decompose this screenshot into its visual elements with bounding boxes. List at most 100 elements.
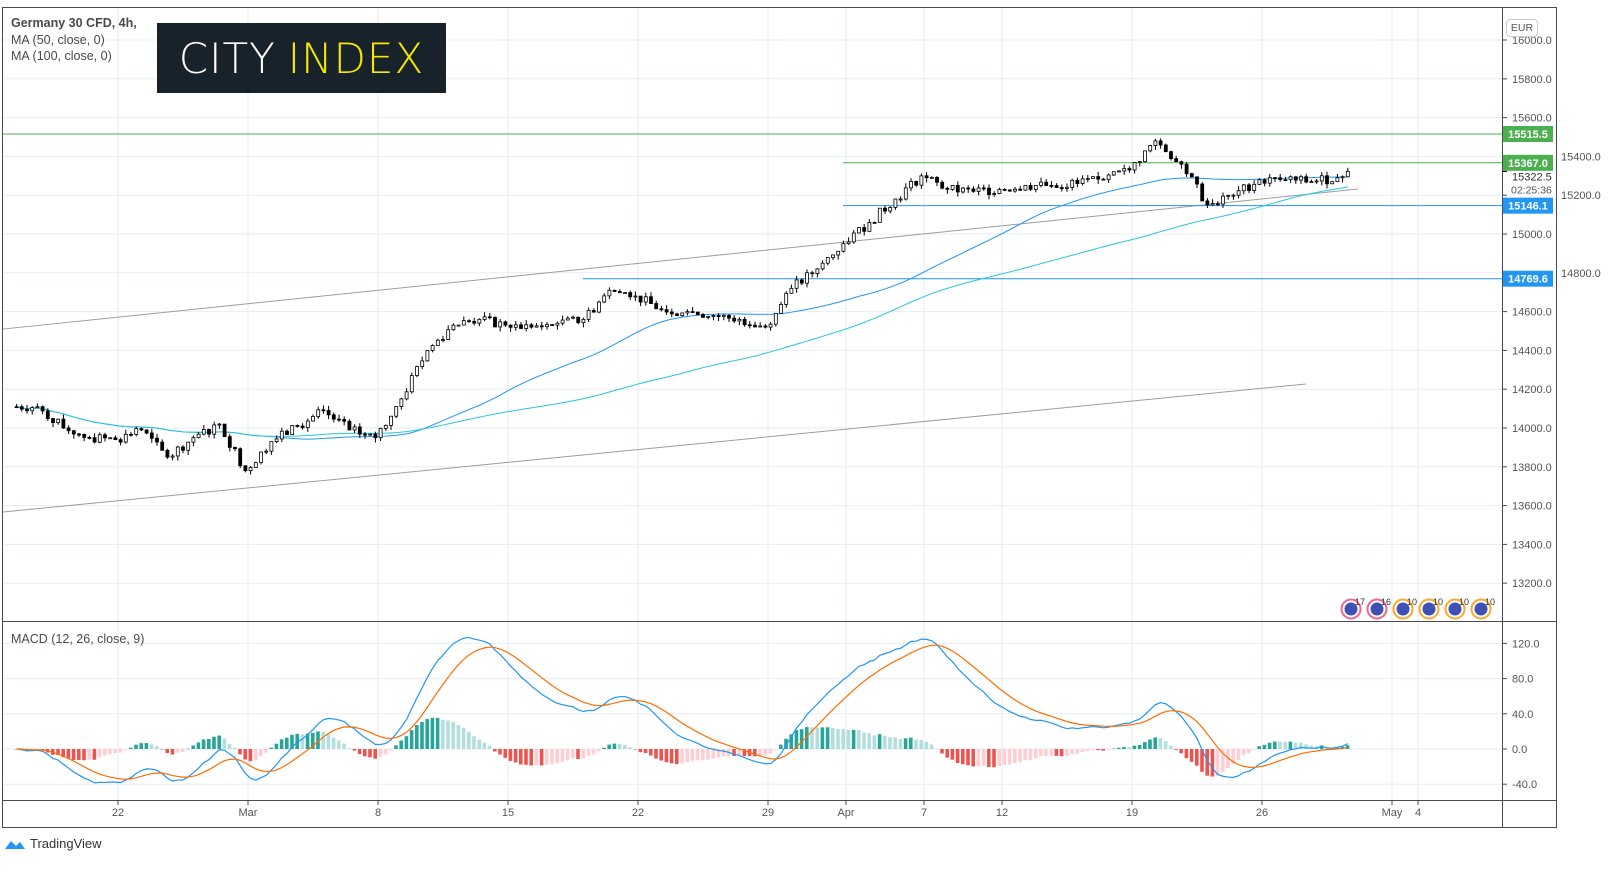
macd-histogram-bar bbox=[186, 748, 190, 750]
candle-body bbox=[898, 198, 903, 201]
macd-histogram-bar bbox=[987, 749, 991, 768]
candle-body bbox=[269, 441, 274, 452]
candle-body bbox=[763, 325, 768, 328]
candle-body bbox=[66, 427, 71, 432]
macd-histogram-bar bbox=[1023, 749, 1027, 761]
ma50-legend[interactable]: MA (50, close, 0) bbox=[11, 32, 105, 47]
candle-body bbox=[888, 207, 893, 212]
level-tag-label: 14769.6 bbox=[1508, 274, 1548, 286]
candle-body bbox=[945, 187, 950, 190]
macd-histogram-bar bbox=[1054, 749, 1059, 756]
eu-event-marker[interactable]: 17 bbox=[1340, 597, 1366, 620]
macd-histogram-bar bbox=[1278, 741, 1282, 749]
candle bbox=[555, 321, 560, 330]
price-tick-label: 14400.0 bbox=[1512, 345, 1552, 357]
candle-body bbox=[498, 321, 503, 328]
candle-body bbox=[123, 433, 128, 443]
candle bbox=[123, 429, 128, 444]
candle bbox=[71, 429, 76, 439]
candle-body bbox=[108, 437, 113, 440]
macd-histogram-bar bbox=[846, 730, 851, 749]
candle-body bbox=[586, 310, 591, 320]
candle bbox=[1267, 173, 1272, 187]
candle bbox=[789, 284, 794, 294]
macd-histogram-bar bbox=[1257, 746, 1261, 749]
candle-body bbox=[591, 310, 596, 313]
candle-body bbox=[363, 433, 367, 436]
macd-legend[interactable]: MACD (12, 26, close, 9) bbox=[11, 632, 145, 646]
eu-event-marker[interactable]: 16 bbox=[1366, 597, 1392, 620]
macd-histogram-bar bbox=[1195, 749, 1199, 766]
macd-histogram-bar bbox=[311, 732, 315, 749]
candle-body bbox=[285, 430, 289, 435]
candle-body bbox=[1215, 203, 1220, 206]
candle bbox=[1127, 166, 1132, 173]
candle-body bbox=[706, 315, 711, 318]
candle bbox=[285, 429, 289, 435]
candle bbox=[186, 441, 191, 456]
candle-body bbox=[971, 188, 976, 192]
macd-histogram-bar bbox=[347, 748, 351, 749]
candle bbox=[1205, 198, 1210, 209]
macd-histogram-bar bbox=[1236, 749, 1241, 761]
eu-event-marker[interactable]: 10 bbox=[1418, 597, 1444, 620]
candle bbox=[815, 268, 820, 278]
candle bbox=[1033, 184, 1038, 193]
candle bbox=[825, 257, 830, 266]
candle-body bbox=[1007, 189, 1012, 192]
candle bbox=[1184, 162, 1189, 177]
macd-histogram-bar bbox=[170, 749, 175, 755]
level-price-tag[interactable]: 15367.0 bbox=[1503, 154, 1553, 171]
level-price-tag[interactable]: 15146.1 bbox=[1503, 197, 1553, 214]
macd-histogram-bar bbox=[768, 749, 773, 754]
candle-body bbox=[1023, 185, 1028, 191]
price-tick-label: 13800.0 bbox=[1512, 462, 1552, 474]
macd-histogram-bar bbox=[139, 743, 143, 749]
eu-event-marker[interactable]: 10 bbox=[1470, 597, 1496, 620]
candle-body bbox=[935, 177, 939, 183]
candle bbox=[1257, 178, 1262, 186]
candle-body bbox=[841, 243, 846, 252]
candle-body bbox=[524, 324, 529, 329]
candle bbox=[1325, 171, 1329, 189]
macd-histogram-bar bbox=[945, 749, 949, 758]
candle bbox=[581, 317, 586, 328]
macd-histogram-bar bbox=[134, 744, 138, 749]
macd-histogram-bar bbox=[155, 746, 159, 749]
candle bbox=[1278, 173, 1283, 182]
candle-body bbox=[893, 198, 898, 208]
candle-body bbox=[1267, 177, 1272, 184]
candle bbox=[893, 198, 898, 210]
candle bbox=[1273, 177, 1277, 182]
candle bbox=[732, 315, 737, 324]
candle bbox=[1304, 173, 1309, 184]
candle bbox=[721, 313, 726, 321]
ma100-legend[interactable]: MA (100, close, 0) bbox=[11, 49, 112, 63]
eu-event-marker[interactable]: 10 bbox=[1444, 597, 1470, 620]
candle bbox=[799, 278, 804, 286]
candle-body bbox=[758, 325, 763, 328]
level-price-tag[interactable]: 15515.5 bbox=[1503, 125, 1553, 142]
tradingview-brand[interactable]: TradingView bbox=[4, 836, 102, 851]
macd-histogram-bar bbox=[597, 749, 601, 752]
candle bbox=[997, 187, 1002, 195]
candle bbox=[1309, 179, 1314, 184]
currency-badge[interactable]: EUR bbox=[1506, 19, 1538, 37]
macd-histogram-bar bbox=[1075, 749, 1079, 754]
eu-event-marker[interactable]: 10 bbox=[1392, 597, 1418, 620]
macd-histogram-bar bbox=[217, 735, 221, 749]
macd-histogram-bar bbox=[14, 749, 19, 750]
candle-body bbox=[1002, 188, 1007, 191]
macd-histogram-bar bbox=[1106, 749, 1111, 750]
level-tag-label: 15367.0 bbox=[1508, 158, 1548, 170]
candle bbox=[1049, 181, 1054, 189]
macd-histogram-bar bbox=[472, 736, 476, 749]
candle-body bbox=[1013, 188, 1017, 192]
candle-body bbox=[441, 339, 445, 341]
time-tick-label: 7 bbox=[921, 807, 927, 819]
level-price-tag[interactable]: 14769.6 bbox=[1503, 270, 1553, 287]
candle-body bbox=[415, 366, 419, 376]
candle-body bbox=[129, 433, 133, 436]
candle-body bbox=[77, 433, 81, 436]
